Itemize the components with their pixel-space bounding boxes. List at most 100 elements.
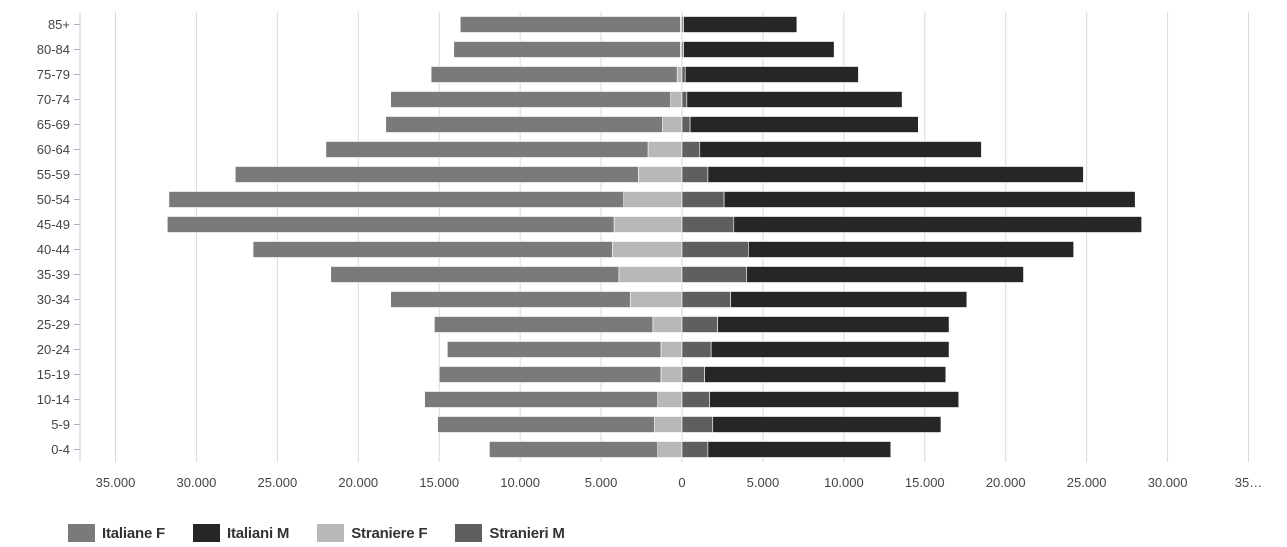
legend-swatch	[317, 524, 345, 542]
y-tick-label: 55-59	[37, 167, 70, 182]
x-tick-label: 10.000	[500, 475, 540, 490]
y-tick-label: 40-44	[37, 242, 70, 257]
bar-italiani-m-75-79[interactable]	[684, 66, 859, 83]
bar-stranieri-m-35-39[interactable]	[681, 266, 748, 283]
bar-stranieri-m-60-64[interactable]	[681, 141, 701, 158]
bar-straniere-f-65-69[interactable]	[662, 116, 683, 133]
bar-italiani-m-35-39[interactable]	[746, 266, 1024, 283]
bar-straniere-f-70-74[interactable]	[670, 91, 683, 108]
bar-italiani-m-85+[interactable]	[683, 16, 798, 33]
bar-straniere-f-20-24[interactable]	[660, 341, 683, 358]
bar-italiane-f-5-9[interactable]	[437, 416, 655, 433]
bar-stranieri-m-15-19[interactable]	[681, 366, 705, 383]
y-tick-label: 85+	[48, 17, 70, 32]
bar-stranieri-m-65-69[interactable]	[681, 116, 691, 133]
bar-italiane-f-45-49[interactable]	[166, 216, 615, 233]
x-axis: 35.000 30.000 25.000 20.000 15.000 10.000 5.00…	[96, 475, 1263, 490]
bar-italiane-f-0-4[interactable]	[489, 441, 659, 458]
bar-italiani-m-55-59[interactable]	[707, 166, 1084, 183]
bar-italiane-f-80-84[interactable]	[453, 41, 681, 58]
bar-straniere-f-0-4[interactable]	[657, 441, 683, 458]
bar-stranieri-m-5-9[interactable]	[681, 416, 714, 433]
x-tick-label: 30.000	[177, 475, 217, 490]
legend: Italiane F Italiani M Straniere F Strani…	[68, 524, 593, 542]
bar-italiane-f-35-39[interactable]	[330, 266, 620, 283]
legend-swatch	[68, 524, 95, 542]
bar-straniere-f-10-14[interactable]	[657, 391, 683, 408]
x-tick-label: 35.000	[96, 475, 136, 490]
bar-stranieri-m-75-79[interactable]	[681, 66, 686, 83]
bar-italiani-m-20-24[interactable]	[710, 341, 950, 358]
x-tick-label: 30.000	[1148, 475, 1188, 490]
bar-italiane-f-20-24[interactable]	[447, 341, 662, 358]
legend-swatch	[193, 524, 221, 542]
bar-italiane-f-40-44[interactable]	[252, 241, 613, 258]
y-tick-label: 35-39	[37, 267, 70, 282]
bar-italiani-m-45-49[interactable]	[733, 216, 1142, 233]
bar-stranieri-m-10-14[interactable]	[681, 391, 710, 408]
bar-stranieri-m-70-74[interactable]	[681, 91, 688, 108]
bar-italiani-m-25-29[interactable]	[717, 316, 950, 333]
bar-stranieri-m-45-49[interactable]	[681, 216, 735, 233]
bar-italiani-m-5-9[interactable]	[712, 416, 942, 433]
legend-item-straniere-f[interactable]: Straniere F	[317, 524, 428, 542]
y-tick-label: 75-79	[37, 67, 70, 82]
bar-italiani-m-50-54[interactable]	[723, 191, 1136, 208]
bar-italiane-f-65-69[interactable]	[385, 116, 663, 133]
bar-straniere-f-5-9[interactable]	[654, 416, 683, 433]
bar-italiani-m-80-84[interactable]	[683, 41, 835, 58]
bar-italiane-f-70-74[interactable]	[390, 91, 671, 108]
y-tick-label: 0-4	[51, 442, 70, 457]
bar-italiane-f-50-54[interactable]	[168, 191, 625, 208]
bar-italiane-f-10-14[interactable]	[424, 391, 659, 408]
x-tick-label: 15.000	[905, 475, 945, 490]
x-tick-label: 20.000	[338, 475, 378, 490]
bar-straniere-f-45-49[interactable]	[613, 216, 683, 233]
x-tick-label: 35…	[1235, 475, 1262, 490]
bar-straniere-f-25-29[interactable]	[652, 316, 683, 333]
bar-italiani-m-10-14[interactable]	[709, 391, 960, 408]
bar-straniere-f-35-39[interactable]	[618, 266, 683, 283]
bar-italiane-f-85+[interactable]	[459, 16, 681, 33]
bar-straniere-f-30-34[interactable]	[629, 291, 683, 308]
bar-italiane-f-75-79[interactable]	[430, 66, 678, 83]
x-tick-label: 5.000	[585, 475, 618, 490]
y-tick-label: 5-9	[51, 417, 70, 432]
bar-straniere-f-75-79[interactable]	[676, 66, 683, 83]
bar-italiane-f-55-59[interactable]	[234, 166, 639, 183]
bar-straniere-f-15-19[interactable]	[660, 366, 683, 383]
legend-item-italiani-m[interactable]: Italiani M	[193, 524, 289, 542]
x-tick-label: 20.000	[986, 475, 1026, 490]
y-tick-label: 25-29	[37, 317, 70, 332]
bar-stranieri-m-55-59[interactable]	[681, 166, 709, 183]
bar-straniere-f-40-44[interactable]	[612, 241, 683, 258]
bar-stranieri-m-0-4[interactable]	[681, 441, 709, 458]
bar-italiane-f-60-64[interactable]	[325, 141, 649, 158]
bar-stranieri-m-20-24[interactable]	[681, 341, 712, 358]
legend-item-italiane-f[interactable]: Italiane F	[68, 524, 165, 542]
x-tick-label: 5.000	[747, 475, 780, 490]
bar-italiane-f-25-29[interactable]	[434, 316, 654, 333]
legend-swatch	[455, 524, 483, 542]
bar-italiani-m-15-19[interactable]	[704, 366, 947, 383]
bar-stranieri-m-50-54[interactable]	[681, 191, 725, 208]
bar-italiani-m-60-64[interactable]	[699, 141, 982, 158]
x-tick-label: 15.000	[419, 475, 459, 490]
bar-italiani-m-0-4[interactable]	[707, 441, 892, 458]
bar-italiani-m-70-74[interactable]	[686, 91, 903, 108]
bar-straniere-f-55-59[interactable]	[637, 166, 683, 183]
bar-stranieri-m-30-34[interactable]	[681, 291, 731, 308]
legend-label: Straniere F	[351, 524, 428, 542]
bar-stranieri-m-25-29[interactable]	[681, 316, 718, 333]
bar-italiane-f-30-34[interactable]	[390, 291, 631, 308]
bar-italiani-m-65-69[interactable]	[689, 116, 919, 133]
bar-italiani-m-40-44[interactable]	[748, 241, 1074, 258]
bar-italiane-f-15-19[interactable]	[438, 366, 662, 383]
bar-straniere-f-50-54[interactable]	[623, 191, 683, 208]
y-tick-label: 50-54	[37, 192, 70, 207]
bar-italiani-m-30-34[interactable]	[730, 291, 968, 308]
legend-item-stranieri-m[interactable]: Stranieri M	[455, 524, 565, 542]
bar-straniere-f-60-64[interactable]	[647, 141, 683, 158]
y-tick-label: 10-14	[37, 392, 70, 407]
bar-stranieri-m-40-44[interactable]	[681, 241, 749, 258]
